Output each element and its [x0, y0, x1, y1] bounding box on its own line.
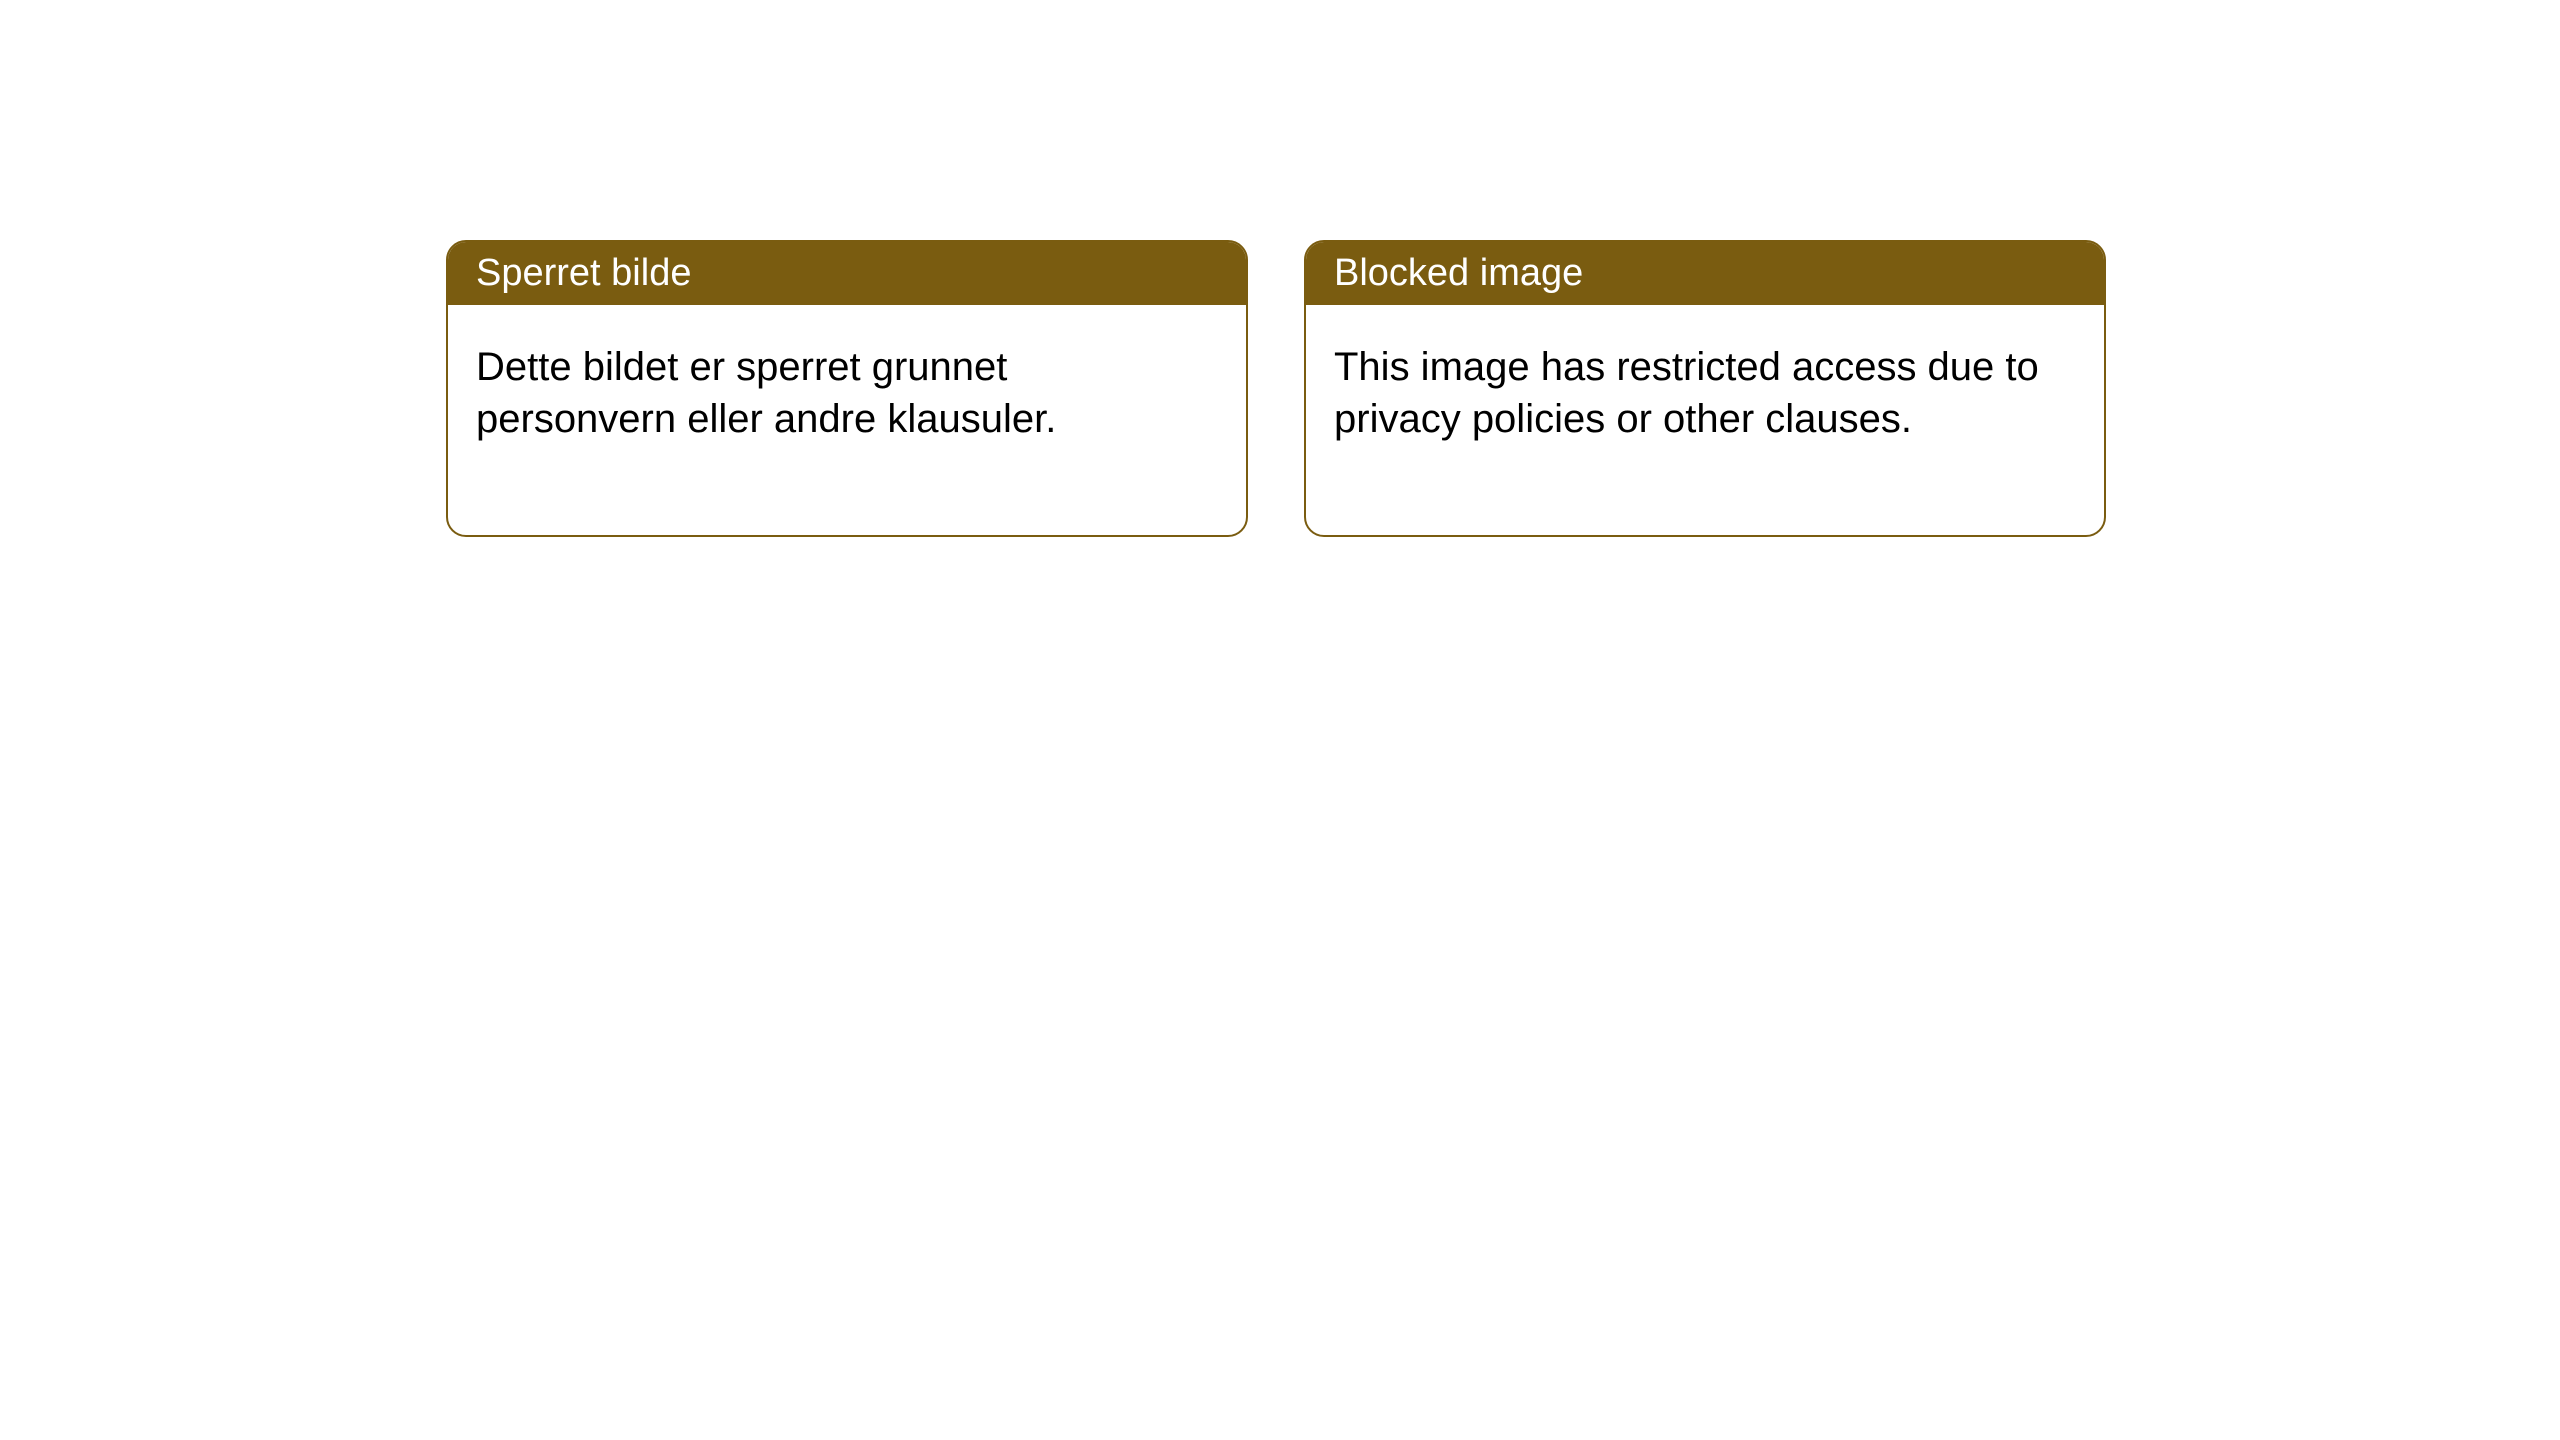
- notice-card-title: Sperret bilde: [448, 242, 1246, 305]
- notice-card-norwegian: Sperret bilde Dette bildet er sperret gr…: [446, 240, 1248, 537]
- notice-card-body: Dette bildet er sperret grunnet personve…: [448, 305, 1246, 535]
- notice-card-body: This image has restricted access due to …: [1306, 305, 2104, 535]
- notice-card-title: Blocked image: [1306, 242, 2104, 305]
- notice-container: Sperret bilde Dette bildet er sperret gr…: [446, 240, 2106, 537]
- notice-card-english: Blocked image This image has restricted …: [1304, 240, 2106, 537]
